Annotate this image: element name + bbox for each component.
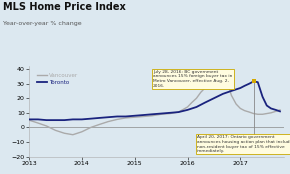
Legend: Vancouver, Toronto: Vancouver, Toronto <box>34 71 80 87</box>
Text: April 20, 2017: Ontario government
announces housing action plan that includes a: April 20, 2017: Ontario government annou… <box>197 135 290 153</box>
Text: MLS Home Price Index: MLS Home Price Index <box>3 2 126 12</box>
Text: July 28, 2016: BC government
announces 15% foreign buyer tax in
Metro Vancouver,: July 28, 2016: BC government announces 1… <box>153 70 233 88</box>
Text: Year-over-year % change: Year-over-year % change <box>3 21 81 26</box>
